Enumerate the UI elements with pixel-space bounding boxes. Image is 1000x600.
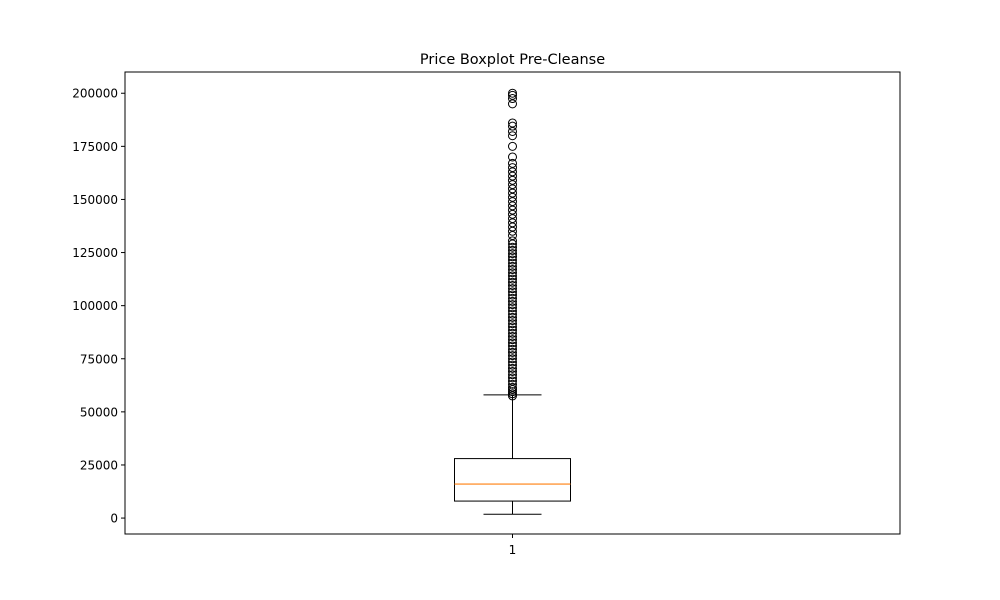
outlier-point [508,370,517,380]
outlier-point [508,387,517,397]
y-tick-label: 75000 [80,352,118,366]
outlier-point [508,335,517,345]
outlier-point [508,261,517,271]
outlier-point [508,296,517,306]
outlier-point [508,382,517,392]
outlier-point [508,242,517,252]
outlier-point [508,360,517,370]
outlier-point [508,316,517,326]
axes: 0 25000 50000 75000 100000 125000 150000 175000… [72,87,516,557]
outlier-point [508,236,517,246]
chart-title: Price Boxplot Pre-Cleanse [420,52,605,68]
outlier-point [508,347,517,357]
outlier-point [508,319,517,329]
outlier-point [508,255,517,265]
outlier-point [508,389,517,399]
outlier-point [508,363,517,373]
outlier-point [508,94,517,104]
outlier-point [508,268,517,278]
x-tick-label: 1 [509,543,517,557]
y-tick-label: 25000 [80,458,118,472]
outlier-point [508,300,517,310]
outlier-point [508,274,517,284]
outlier-point [508,252,517,262]
outlier-point [508,331,517,341]
outlier-point [508,152,517,162]
plot-frame [124,71,901,535]
outlier-point [508,290,517,300]
y-tick-label: 175000 [72,140,118,154]
outlier-point [508,306,517,316]
outlier-point [508,344,517,354]
outlier-point [508,249,517,259]
y-tick-label: 100000 [72,299,118,313]
outlier-point [508,158,517,168]
outlier-point [508,88,517,98]
outlier-point [508,328,517,338]
outlier-point [508,367,517,377]
outlier-point [508,265,517,275]
outlier-point [508,354,517,364]
outlier-point [508,271,517,281]
y-tick-label: 200000 [72,87,118,101]
outlier-point [508,312,517,322]
outlier-point [508,287,517,297]
outlier-point [508,325,517,335]
outlier-point [508,341,517,351]
outlier-point [508,376,517,386]
iqr-box [454,458,571,502]
outlier-point [508,245,517,255]
outlier-point [508,379,517,389]
outlier-point [508,357,517,367]
outlier-point [508,322,517,332]
y-tick-label: 50000 [80,405,118,419]
outlier-point [508,141,517,151]
outlier-point [508,121,517,131]
outlier-point [508,90,517,100]
outlier-point [508,280,517,290]
outlier-point [508,351,517,361]
outlier-point [508,303,517,313]
y-tick-label: 0 [110,512,118,526]
outlier-point [508,118,517,128]
outlier-point [508,258,517,268]
outlier-point [508,163,517,173]
y-tick-label: 150000 [72,193,118,207]
outlier-point [508,131,517,141]
outlier-point [508,284,517,294]
outlier-point [508,293,517,303]
outlier-point [508,373,517,383]
outlier-point [508,338,517,348]
outlier-point [508,309,517,319]
y-tick-label: 125000 [72,246,118,260]
outlier-point [508,277,517,287]
plot-area [454,88,571,515]
